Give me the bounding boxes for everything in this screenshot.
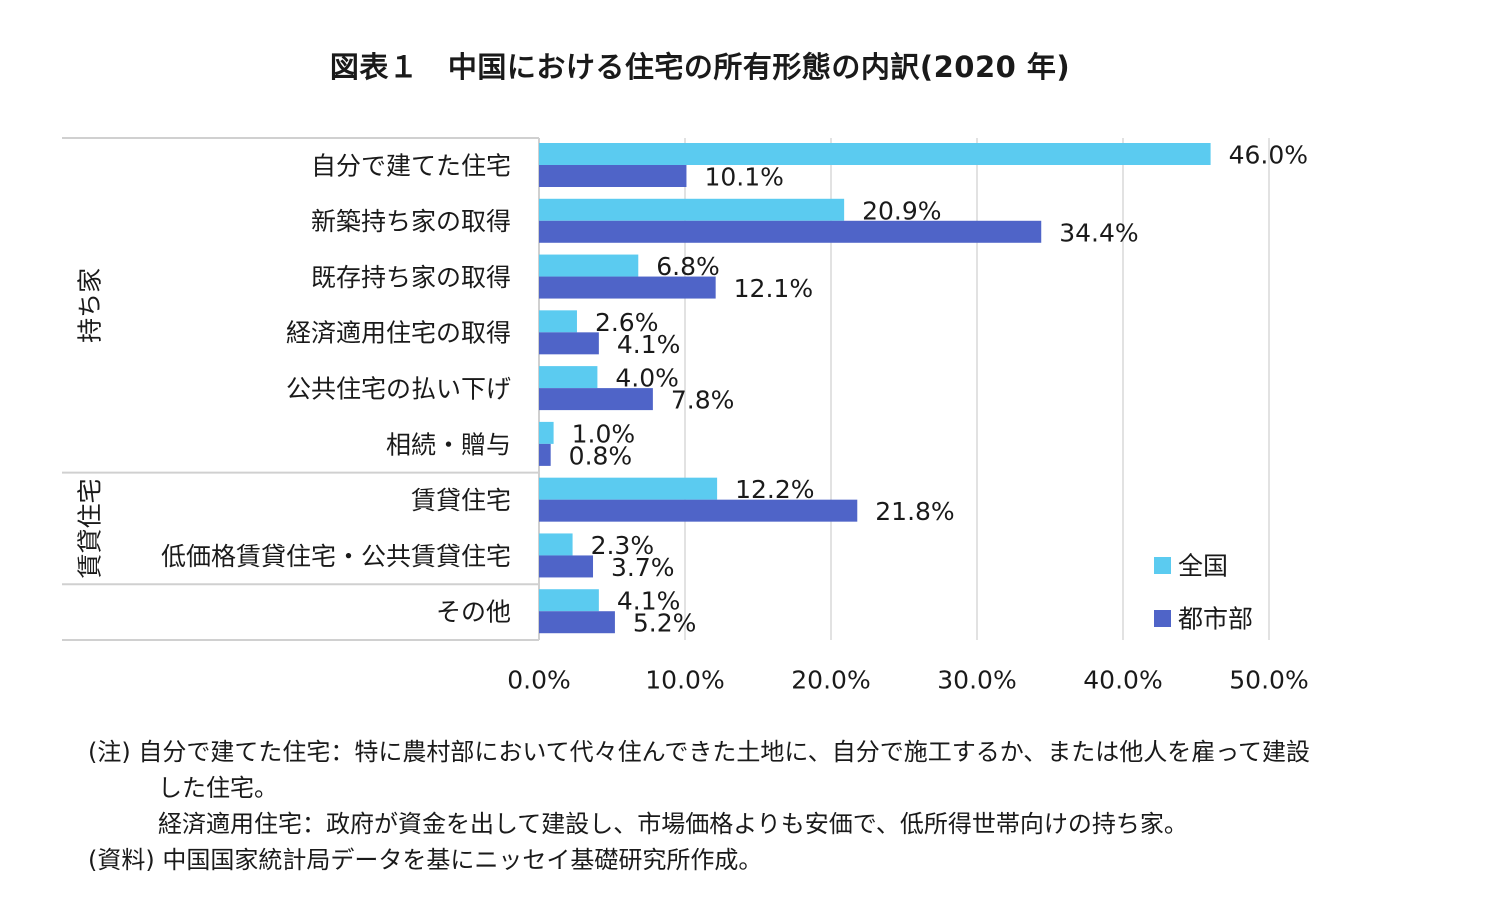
- data-label: 4.1%: [617, 587, 681, 616]
- group-label: 持ち家: [76, 268, 105, 343]
- bar-national: [539, 366, 598, 389]
- x-tick-label: 10.0%: [645, 666, 724, 695]
- x-axis-ticks: 0.0% 10.0% 20.0% 30.0% 40.0% 50.0%: [507, 666, 1308, 695]
- bar-national: [539, 254, 639, 277]
- category-label: 低価格賃貸住宅・公共賃貸住宅: [161, 542, 511, 571]
- data-label: 4.1%: [617, 330, 681, 359]
- legend-label: 都市部: [1178, 605, 1253, 634]
- legend-label: 全国: [1178, 552, 1228, 581]
- data-label: 2.6%: [595, 308, 659, 337]
- data-label: 2.3%: [591, 531, 655, 560]
- category-label: 新築持ち家の取得: [311, 207, 511, 236]
- source-line: (資料) 中国国家統計局データを基にニッセイ基礎研究所作成。: [88, 846, 763, 874]
- data-label: 21.8%: [875, 497, 954, 526]
- group-label: 賃貸住宅: [76, 478, 105, 578]
- bar-urban: [539, 276, 716, 299]
- x-tick-label: 50.0%: [1229, 666, 1308, 695]
- legend-swatch: [1154, 610, 1171, 627]
- data-label: 46.0%: [1229, 141, 1308, 170]
- bar-national: [539, 198, 845, 221]
- bar-urban: [539, 165, 687, 187]
- data-label: 1.0%: [572, 419, 636, 448]
- note-line-2: した住宅。: [158, 774, 278, 802]
- bar-urban: [539, 499, 858, 522]
- data-label: 3.7%: [611, 553, 675, 582]
- category-label: 公共住宅の払い下げ: [286, 375, 511, 404]
- category-label: 経済適用住宅の取得: [286, 319, 511, 348]
- bar-urban: [539, 555, 594, 578]
- data-label: 4.0%: [615, 364, 679, 393]
- bar-urban: [539, 443, 551, 466]
- data-label: 20.9%: [862, 196, 941, 225]
- bar-national: [539, 589, 599, 612]
- x-tick-label: 40.0%: [1083, 666, 1162, 695]
- category-label: 賃貸住宅: [411, 486, 511, 515]
- category-label: 相続・贈与: [386, 430, 511, 459]
- data-label: 0.8%: [569, 441, 633, 470]
- chart-title: 図表１ 中国における住宅の所有形態の内訳(2020 年): [329, 50, 1071, 84]
- value-labels: 46.0% 20.9% 6.8% 2.6% 4.0% 1.0% 12.2% 2.3% 4.1% 1…: [569, 141, 1308, 638]
- note-line-3: 経済適用住宅：政府が資金を出して建設し、市場価格よりも安価で、低所得世帯向けの持…: [158, 810, 1188, 838]
- bar-national: [539, 310, 577, 333]
- bar-national: [539, 143, 1211, 165]
- category-label: その他: [436, 598, 511, 627]
- data-label: 5.2%: [633, 609, 697, 638]
- bar-national: [539, 477, 718, 500]
- bar-urban: [539, 611, 615, 634]
- bars: [539, 143, 1211, 634]
- note-line-1: (注) 自分で建てた住宅：特に農村部において代々住んできた土地に、自分で施工する…: [88, 738, 1311, 766]
- data-label: 12.1%: [734, 274, 813, 303]
- category-label: 既存持ち家の取得: [311, 263, 511, 292]
- bar-national: [539, 533, 573, 556]
- data-label: 7.8%: [671, 386, 735, 415]
- legend-swatch: [1154, 557, 1171, 574]
- bar-urban: [539, 220, 1042, 243]
- bar-urban: [539, 332, 599, 355]
- bar-urban: [539, 388, 653, 411]
- footnotes: (注) 自分で建てた住宅：特に農村部において代々住んできた土地に、自分で施工する…: [88, 734, 1488, 878]
- data-label: 34.4%: [1059, 218, 1138, 247]
- bar-national: [539, 421, 554, 444]
- x-tick-label: 30.0%: [937, 666, 1016, 695]
- data-label: 10.1%: [704, 163, 783, 192]
- category-label: 自分で建てた住宅: [311, 151, 511, 180]
- x-tick-label: 20.0%: [791, 666, 870, 695]
- data-label: 6.8%: [656, 252, 720, 281]
- data-label: 12.2%: [735, 475, 814, 504]
- x-tick-label: 0.0%: [507, 666, 571, 695]
